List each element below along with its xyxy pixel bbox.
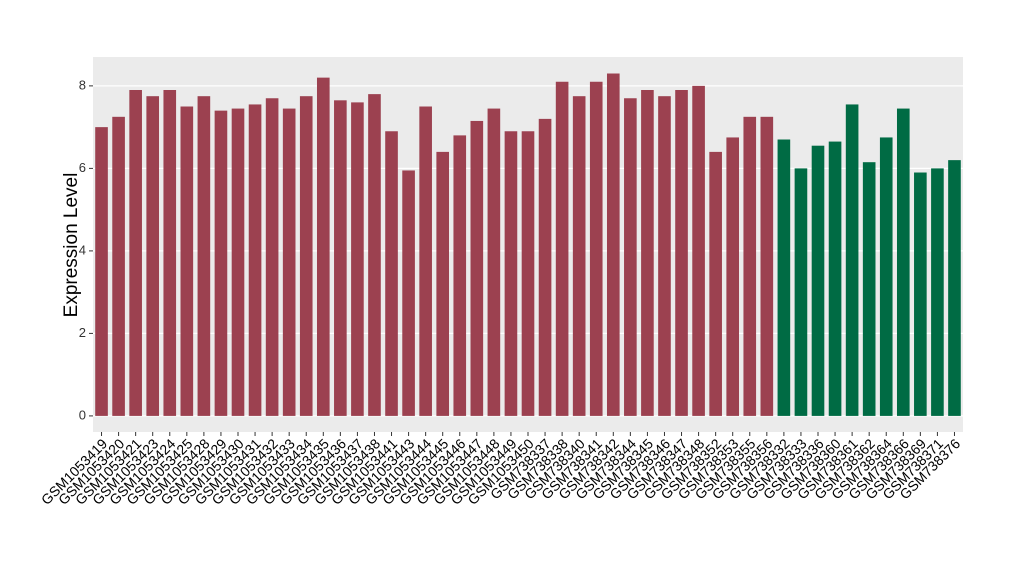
bar [299, 96, 313, 416]
bar [658, 96, 671, 416]
y-tick-label: 0 [79, 407, 86, 422]
bar [845, 104, 859, 416]
bar [606, 73, 620, 416]
bar [265, 98, 279, 416]
bar [811, 145, 825, 416]
bar [948, 160, 961, 416]
bar [248, 104, 262, 416]
y-axis-title: Expression Level [61, 173, 82, 318]
bar [760, 116, 774, 416]
bar [504, 131, 518, 416]
bar [453, 135, 467, 416]
bar [487, 108, 501, 416]
bar [624, 98, 637, 416]
bar [163, 90, 177, 416]
bar [914, 172, 927, 416]
y-tick-label: 6 [79, 160, 86, 175]
bar [675, 90, 688, 416]
bar [521, 131, 535, 416]
bar [589, 81, 603, 416]
bar [197, 96, 211, 416]
bar [572, 96, 586, 416]
bar [879, 137, 893, 416]
bar [777, 139, 791, 416]
bar [368, 94, 381, 416]
bar [402, 170, 415, 416]
bar [231, 108, 245, 416]
bar [214, 110, 228, 416]
bar [931, 168, 944, 416]
bar [146, 96, 160, 416]
bar [419, 106, 432, 416]
bar [316, 77, 330, 416]
bar [538, 118, 552, 416]
bar [334, 100, 347, 416]
bar [385, 131, 398, 416]
bar [470, 120, 484, 416]
bar [726, 137, 740, 416]
bar [862, 162, 876, 416]
bar [436, 151, 450, 416]
y-tick-label: 2 [79, 325, 86, 340]
bar [351, 102, 364, 416]
bar [794, 168, 808, 416]
y-tick-label: 4 [79, 242, 86, 257]
bar [282, 108, 296, 416]
bar [95, 127, 108, 416]
bar [112, 116, 125, 416]
bar [828, 141, 842, 416]
bar [641, 90, 654, 416]
bar [709, 151, 722, 416]
bar [180, 106, 194, 416]
y-tick-label: 8 [79, 77, 86, 92]
bar [555, 81, 569, 416]
bar [692, 85, 705, 416]
bar [129, 90, 142, 416]
bar [896, 108, 910, 416]
bar [743, 116, 757, 416]
